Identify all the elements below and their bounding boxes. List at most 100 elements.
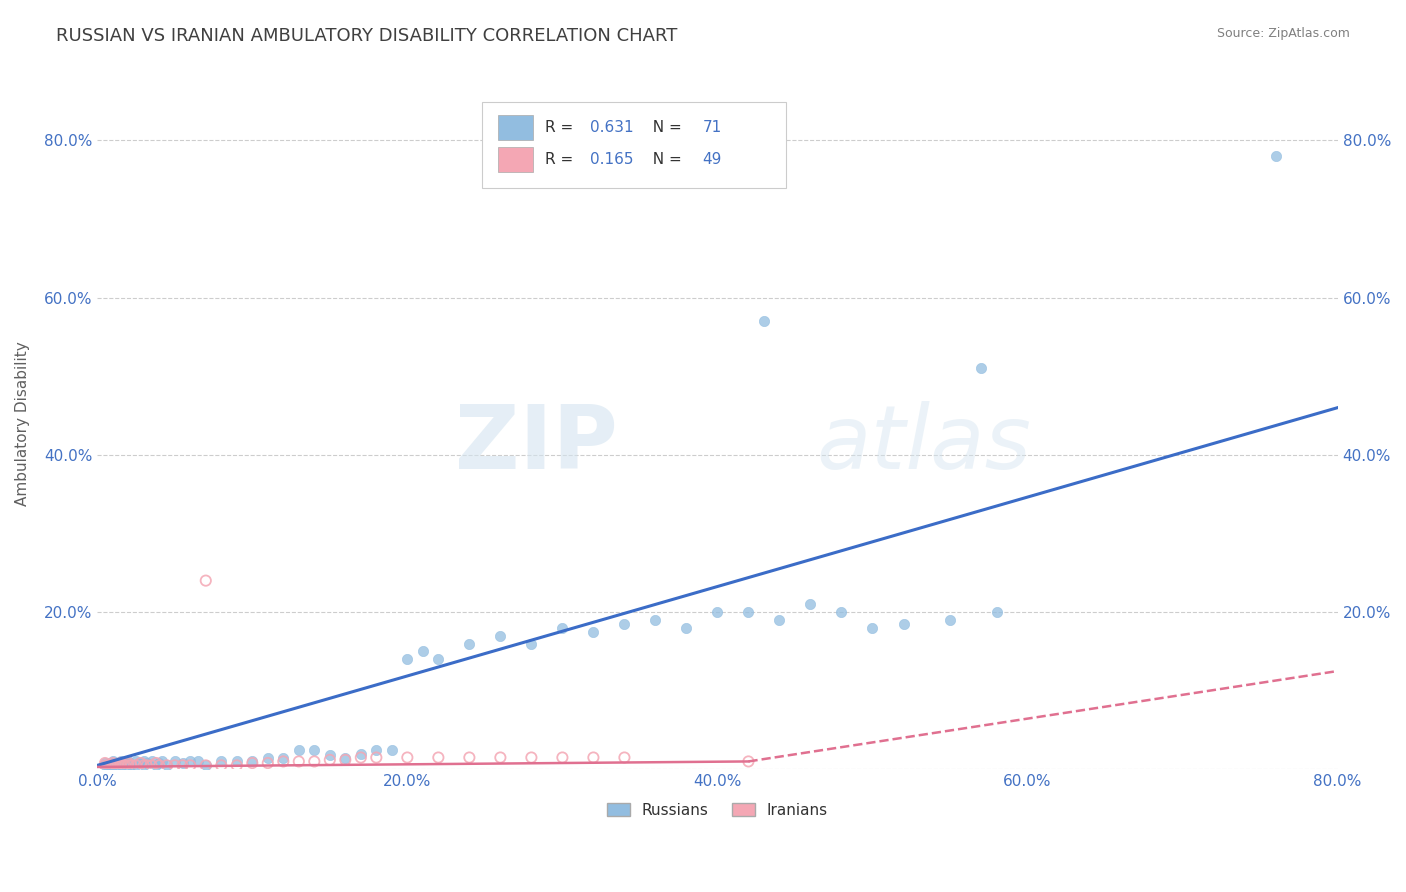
Point xyxy=(288,755,311,769)
Point xyxy=(101,758,124,772)
Point xyxy=(970,361,993,376)
Point xyxy=(458,750,481,764)
Point xyxy=(396,652,419,666)
Text: N =: N = xyxy=(643,153,686,168)
Point xyxy=(150,755,173,769)
Point xyxy=(107,758,129,772)
Point xyxy=(489,750,512,764)
Point xyxy=(110,758,132,772)
Point xyxy=(172,756,194,770)
Point xyxy=(112,758,135,772)
Point xyxy=(145,756,167,770)
Point xyxy=(141,755,163,769)
Point xyxy=(141,758,163,772)
Point xyxy=(117,758,139,772)
Point xyxy=(939,613,962,627)
Point xyxy=(458,636,481,650)
Point xyxy=(240,756,263,770)
Point xyxy=(335,750,357,764)
Point xyxy=(110,756,132,770)
Point xyxy=(893,616,915,631)
Point xyxy=(240,755,263,769)
Point xyxy=(986,605,1008,619)
Point xyxy=(862,621,884,635)
Point xyxy=(194,574,217,588)
Point xyxy=(110,755,132,769)
Point xyxy=(179,758,201,772)
Text: atlas: atlas xyxy=(817,401,1032,487)
Point xyxy=(304,755,326,769)
Point xyxy=(582,624,605,639)
Point xyxy=(100,758,122,772)
Point xyxy=(110,758,132,772)
FancyBboxPatch shape xyxy=(482,102,786,188)
Text: RUSSIAN VS IRANIAN AMBULATORY DISABILITY CORRELATION CHART: RUSSIAN VS IRANIAN AMBULATORY DISABILITY… xyxy=(56,27,678,45)
Point xyxy=(135,756,157,770)
Text: R =: R = xyxy=(546,153,578,168)
Point xyxy=(412,644,434,658)
Point xyxy=(117,756,139,770)
Point xyxy=(114,756,136,770)
Point xyxy=(156,758,179,772)
Point xyxy=(256,756,278,770)
Point xyxy=(117,758,139,772)
Text: ZIP: ZIP xyxy=(456,401,619,488)
Point xyxy=(1264,149,1286,163)
Point xyxy=(163,758,186,772)
Point xyxy=(96,758,118,772)
Point xyxy=(97,758,120,772)
Point xyxy=(209,758,232,772)
Point xyxy=(366,742,388,756)
Point xyxy=(148,758,170,772)
Point xyxy=(111,758,134,772)
Legend: Russians, Iranians: Russians, Iranians xyxy=(600,797,834,824)
Point xyxy=(225,758,247,772)
Point xyxy=(350,750,373,764)
Point xyxy=(156,758,179,772)
Point xyxy=(271,750,294,764)
Y-axis label: Ambulatory Disability: Ambulatory Disability xyxy=(15,341,30,506)
Text: R =: R = xyxy=(546,120,578,135)
Point xyxy=(125,755,148,769)
Point xyxy=(101,755,124,769)
Point xyxy=(381,742,404,756)
Point xyxy=(288,742,311,756)
Point xyxy=(187,755,209,769)
Point xyxy=(101,758,124,772)
Point xyxy=(644,613,666,627)
Point xyxy=(117,755,139,769)
Point xyxy=(98,756,121,770)
Point xyxy=(129,756,152,770)
Point xyxy=(148,756,170,770)
Point xyxy=(101,756,124,770)
Point xyxy=(94,756,117,770)
Point xyxy=(613,616,636,631)
Point xyxy=(94,758,117,772)
Point xyxy=(489,629,512,643)
FancyBboxPatch shape xyxy=(498,115,533,140)
Point xyxy=(101,758,124,772)
Point xyxy=(582,750,605,764)
Text: N =: N = xyxy=(643,120,686,135)
Point xyxy=(675,621,697,635)
Point xyxy=(752,314,775,328)
Point xyxy=(304,742,326,756)
Point xyxy=(194,758,217,772)
Point xyxy=(135,758,157,772)
Point xyxy=(107,756,129,770)
Text: 0.631: 0.631 xyxy=(589,120,633,135)
Point xyxy=(104,758,127,772)
Point xyxy=(125,758,148,772)
Point xyxy=(396,750,419,764)
Point xyxy=(179,755,201,769)
Point xyxy=(225,755,247,769)
Point xyxy=(132,758,155,772)
Point xyxy=(163,755,186,769)
Point xyxy=(799,597,821,611)
Point xyxy=(98,758,121,772)
Text: Source: ZipAtlas.com: Source: ZipAtlas.com xyxy=(1216,27,1350,40)
Point xyxy=(104,758,127,772)
Point xyxy=(194,758,217,772)
FancyBboxPatch shape xyxy=(498,147,533,172)
Point xyxy=(520,636,543,650)
